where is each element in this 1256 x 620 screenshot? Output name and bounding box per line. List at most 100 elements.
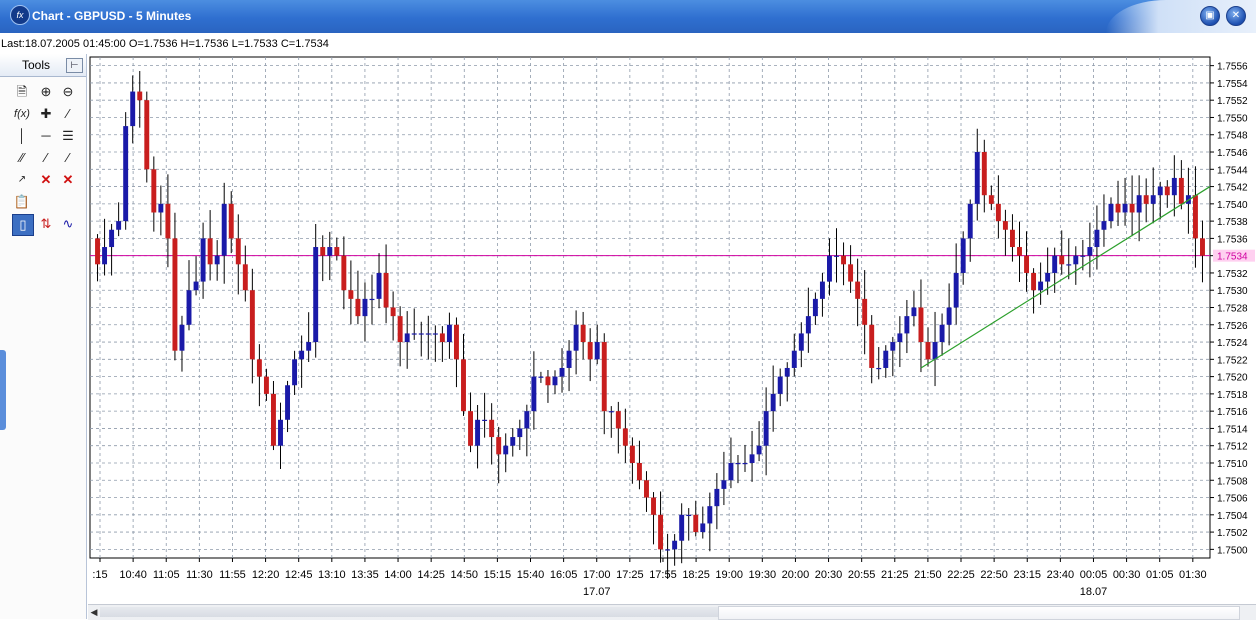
candle-body — [721, 480, 727, 489]
horizontal-line-icon[interactable]: ─ — [41, 128, 51, 143]
candle-body — [608, 411, 614, 413]
candle-body — [827, 255, 832, 282]
candle-body — [798, 333, 804, 351]
price-chart[interactable]: 1.7556 1.7554 1.7552 1.7550 1.7548 1.7546 1.75… — [88, 54, 1256, 602]
candle-body — [432, 333, 438, 335]
candle-body — [939, 324, 945, 343]
candle-body — [130, 91, 136, 127]
line-icon[interactable]: ∕ — [66, 106, 70, 121]
y-tick-label: 1.7510 — [1217, 459, 1248, 470]
candle-body — [1178, 177, 1184, 204]
candle-body — [144, 100, 150, 170]
candle-body — [686, 514, 692, 517]
zoom-out-icon[interactable]: ⊖ — [62, 84, 74, 99]
x-tick-label: 23:40 — [1047, 569, 1075, 581]
scroll-left-icon[interactable]: ◀ — [90, 607, 98, 617]
candle-body — [475, 419, 481, 446]
candle-body — [953, 272, 959, 308]
candle-body — [102, 247, 108, 265]
y-tick-label: 1.7516 — [1217, 407, 1248, 418]
x-tick-label: 12:45 — [285, 569, 313, 581]
delete-icon[interactable]: ✕ — [40, 172, 52, 187]
candle-body — [834, 255, 839, 257]
candle-body — [1024, 255, 1029, 273]
x-tick-label: 15:40 — [517, 569, 545, 581]
candle-body — [925, 342, 931, 360]
zoom-in-icon[interactable]: ⊕ — [40, 84, 52, 99]
candle-body — [1157, 186, 1163, 196]
candle-body — [348, 290, 354, 299]
candle-body — [693, 514, 699, 533]
candle-body — [397, 316, 403, 343]
candle-body — [566, 350, 572, 368]
scrollbar-thumb[interactable] — [718, 606, 1240, 620]
line-chart-icon[interactable]: ∿ — [62, 216, 74, 231]
x-tick-label: 10:40 — [119, 569, 147, 581]
candle-body — [285, 385, 291, 420]
candlestick-chart-svg[interactable]: 1.7556 1.7554 1.7552 1.7550 1.7548 1.7546 1.75… — [88, 54, 1256, 602]
candle-body — [679, 514, 685, 541]
y-tick-label: 1.7518 — [1217, 390, 1248, 401]
trend-line-icon[interactable]: ∕ — [44, 150, 48, 165]
candle-body — [158, 203, 164, 213]
candle-body — [988, 195, 994, 204]
candle-body — [714, 488, 720, 507]
candle-body — [848, 264, 854, 282]
label-icon[interactable]: ↗ — [17, 174, 27, 185]
new-chart-icon[interactable]: 🗎 — [16, 84, 28, 99]
candle-body — [580, 324, 586, 343]
candle-body — [1031, 272, 1037, 291]
crosshair-icon[interactable]: ✚ — [40, 106, 52, 121]
y-tick-label: 1.7500 — [1217, 545, 1248, 556]
candle-body — [869, 324, 875, 368]
pin-icon[interactable]: ⊢ — [66, 58, 83, 73]
close-icon[interactable]: ✕ — [1226, 6, 1246, 26]
candle-body — [200, 238, 206, 282]
candle-body — [482, 419, 488, 421]
bar-chart-icon[interactable]: ⇅ — [40, 216, 52, 231]
tools-title: Tools — [22, 58, 51, 72]
candle-body — [587, 342, 593, 360]
x-tick-label: 23:15 — [1013, 569, 1041, 581]
candle-body — [622, 428, 628, 446]
last-price-label-bg — [1213, 249, 1255, 262]
candle-body — [151, 169, 157, 213]
horizontal-scrollbar[interactable]: ◀ — [88, 604, 1256, 620]
candle-body — [510, 437, 516, 446]
candlestick-icon[interactable]: ▯ — [12, 214, 34, 236]
candle-body — [425, 333, 431, 335]
candle-body — [383, 272, 389, 308]
angle-line-icon[interactable]: ∕ — [66, 150, 70, 165]
x-tick-label: 00:05 — [1080, 569, 1108, 581]
fxs-logo-icon: fx — [10, 5, 30, 25]
candle-body — [411, 333, 417, 335]
side-collapse-tab[interactable] — [0, 350, 6, 430]
vertical-line-icon[interactable]: │ — [17, 128, 27, 143]
minimize-icon[interactable]: ▣ — [1200, 6, 1220, 26]
x-tick-label: 12:20 — [252, 569, 280, 581]
function-icon[interactable]: f(x) — [14, 108, 30, 120]
channel-icon[interactable]: ∕∕ — [19, 150, 25, 165]
candle-body — [911, 307, 917, 317]
candle-body — [249, 290, 255, 360]
y-tick-label: 1.7504 — [1217, 511, 1248, 522]
x-tick-label: 20:30 — [815, 569, 843, 581]
delete-all-icon[interactable]: ✕ — [62, 172, 74, 187]
grid-line-icon[interactable]: ☰ — [62, 128, 74, 143]
x-tick-label: 22:50 — [980, 569, 1008, 581]
candle-body — [453, 324, 459, 360]
properties-icon[interactable]: 📋 — [13, 194, 31, 209]
y-tick-label: 1.7508 — [1217, 476, 1248, 487]
scrollbar-track[interactable] — [100, 607, 718, 617]
date-label: 18.07 — [1080, 586, 1108, 598]
x-tick-label: 16:05 — [550, 569, 578, 581]
candle-body — [446, 324, 452, 343]
candle-body — [496, 437, 502, 455]
candle-body — [918, 307, 924, 343]
last-bar-status: Last:18.07.2005 01:45:00 O=1.7536 H=1.75… — [1, 38, 329, 50]
y-tick-label: 1.7536 — [1217, 234, 1248, 245]
candle-body — [1009, 229, 1015, 248]
candle-body — [193, 281, 199, 291]
date-label: 17.07 — [583, 586, 611, 598]
title-bar: fx Chart - GBPUSD - 5 Minutes ▣ ✕ — [0, 0, 1256, 33]
